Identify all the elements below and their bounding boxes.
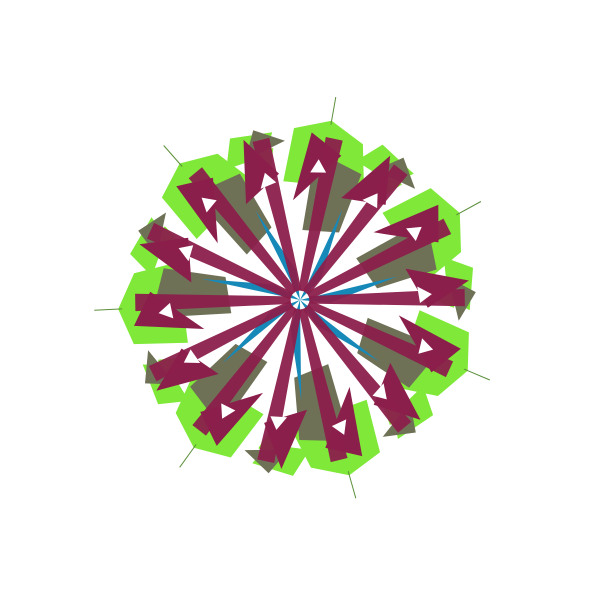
white-shard — [310, 159, 327, 173]
maroon-spoke — [298, 137, 343, 292]
white-shard — [178, 245, 194, 262]
white-shard — [201, 197, 217, 213]
maroon-triangle — [200, 392, 263, 446]
white-shard — [158, 302, 174, 319]
white-shard — [260, 172, 277, 189]
white-shard — [362, 193, 378, 209]
maroon-triangle — [405, 268, 469, 308]
thin-ray — [330, 97, 337, 125]
maroon-spoke — [257, 308, 302, 463]
thin-ray — [179, 444, 197, 468]
white-shard — [331, 419, 347, 435]
maroon-spoke — [188, 167, 297, 296]
white-shard — [221, 403, 236, 419]
thin-ray — [456, 201, 482, 216]
thin-ray — [347, 471, 357, 499]
white-shard — [417, 286, 432, 303]
maroon-spoke — [135, 293, 291, 312]
maroon-spoke — [146, 222, 294, 300]
maroon-spoke — [303, 304, 412, 433]
thin-ray — [463, 368, 490, 381]
white-shard — [406, 226, 422, 241]
maroon-triangle — [156, 348, 219, 391]
white-shard — [270, 416, 288, 430]
maroon-spoke — [302, 164, 408, 295]
blue-star-wedge — [255, 210, 300, 300]
maroon-spoke — [298, 308, 348, 463]
maroon-spoke — [306, 300, 454, 378]
thin-ray — [163, 145, 183, 167]
white-shard — [418, 338, 434, 354]
white-shard — [183, 349, 201, 363]
white-shard — [372, 383, 387, 400]
maroon-spoke — [192, 305, 298, 436]
thin-ray — [94, 308, 123, 311]
